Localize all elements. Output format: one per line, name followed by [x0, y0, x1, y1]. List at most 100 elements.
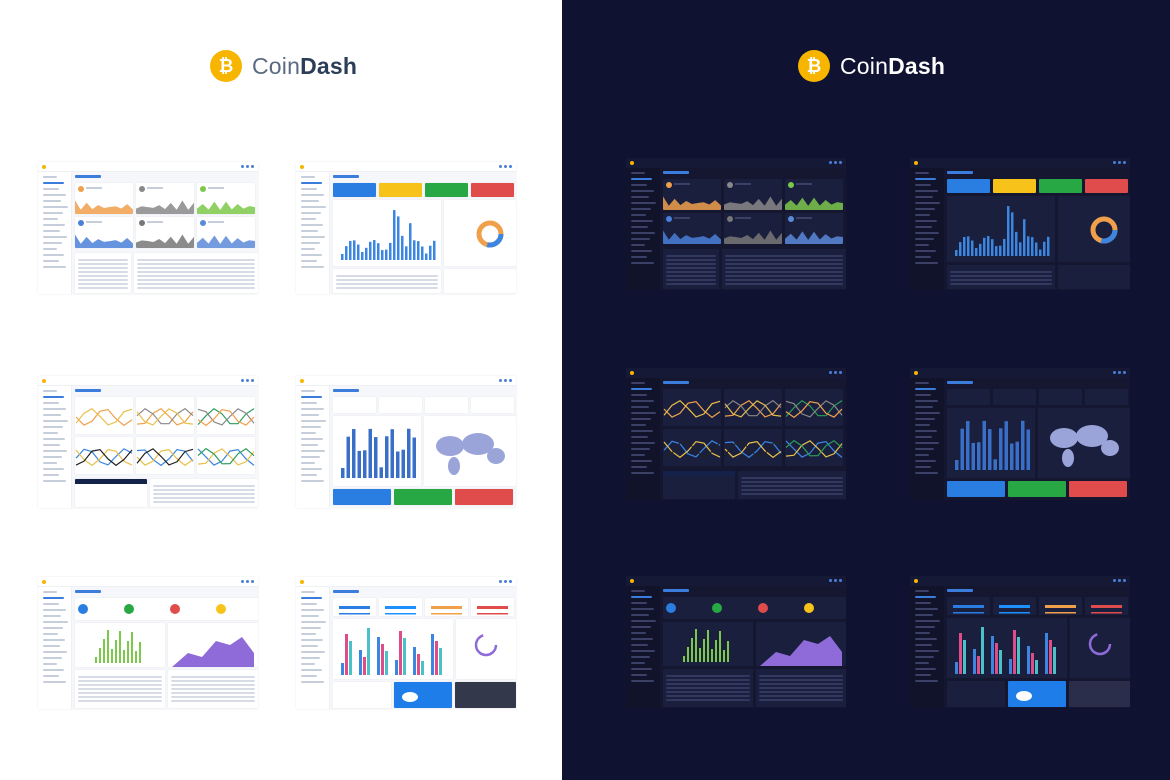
map-dashboard-thumbnail[interactable]	[910, 368, 1130, 500]
table-row	[137, 283, 255, 285]
table-row	[950, 275, 1052, 277]
crypto-market-dashboard-thumbnail[interactable]	[38, 162, 258, 294]
table-row	[336, 283, 438, 285]
page-title	[75, 590, 101, 593]
logo-icon	[300, 580, 304, 584]
stat-card	[947, 597, 990, 615]
stat-card	[993, 389, 1036, 405]
production-card	[1058, 196, 1130, 262]
table-row	[741, 481, 843, 483]
table-row	[137, 259, 255, 261]
coin-chart-card	[197, 217, 255, 248]
map-dashboard-thumbnail[interactable]	[296, 376, 516, 508]
weather-dashboard-thumbnail[interactable]	[910, 576, 1130, 708]
coin-chart-card	[75, 217, 133, 248]
crypto-market-dashboard-thumbnail[interactable]	[626, 158, 846, 290]
table-row	[137, 271, 255, 273]
sidebar	[38, 172, 72, 294]
stat-card	[1085, 597, 1128, 615]
table-row	[153, 485, 255, 487]
table-row	[78, 271, 128, 273]
table-row	[336, 279, 438, 281]
line-chart-card	[724, 429, 782, 466]
orders-dashboard-thumbnail[interactable]	[38, 577, 258, 709]
trade-history-card	[75, 253, 131, 293]
production-card	[444, 200, 516, 266]
sales-overview-card	[333, 619, 453, 679]
table-row	[759, 699, 843, 701]
line-chart-card	[197, 437, 255, 474]
main-content	[947, 381, 1130, 498]
sales-overview-card	[947, 618, 1067, 678]
table-row	[78, 287, 128, 289]
stat-card	[947, 179, 990, 193]
stats-bar-dashboard-thumbnail[interactable]	[296, 162, 516, 294]
active-orders-card	[134, 253, 258, 293]
toolbar-icons	[829, 371, 842, 374]
table-row	[666, 679, 750, 681]
sidebar	[626, 378, 660, 500]
stat-card	[993, 179, 1036, 193]
recent-orders-card	[947, 265, 1055, 289]
gauge-card	[456, 619, 516, 679]
toolbar-icons	[1113, 161, 1126, 164]
coin-chart-card	[663, 179, 721, 210]
coin-chart-card	[136, 217, 194, 248]
line-chart-card	[75, 437, 133, 474]
table-row	[137, 279, 255, 281]
sidebar	[910, 168, 944, 290]
sidebar	[38, 386, 72, 508]
line-charts-dashboard-thumbnail[interactable]	[626, 368, 846, 500]
table-row	[153, 489, 255, 491]
bar-chart-card	[75, 623, 165, 667]
stat-card	[333, 598, 376, 616]
main-content	[663, 171, 846, 289]
table-row	[78, 263, 128, 265]
trade-history-card	[663, 249, 719, 289]
bar-chart-card	[663, 622, 753, 666]
brand-name-dark: CoinDash	[840, 52, 946, 79]
line-charts-dashboard-thumbnail[interactable]	[38, 376, 258, 508]
page-title	[947, 589, 973, 592]
stat-card	[1039, 179, 1082, 193]
toolbar-icons	[499, 580, 512, 583]
main-content	[333, 175, 516, 293]
table-row	[137, 263, 255, 265]
gauge-card	[1070, 618, 1130, 678]
stat-card	[333, 183, 376, 197]
page-title	[75, 175, 101, 178]
card-header	[663, 471, 735, 476]
table-row	[666, 675, 750, 677]
quote-card	[455, 682, 516, 708]
table-row	[741, 477, 843, 479]
toolbar-icons	[241, 580, 254, 583]
orders-dashboard-thumbnail[interactable]	[626, 576, 846, 708]
table-row	[171, 700, 255, 702]
topbar	[626, 158, 846, 168]
stat-card	[1085, 179, 1128, 193]
topbar	[38, 376, 258, 386]
coin-chart-card	[663, 213, 721, 244]
table-row	[78, 696, 162, 698]
table-row	[78, 688, 162, 690]
table-row	[78, 684, 162, 686]
table-row	[666, 279, 716, 281]
stat-card	[947, 389, 990, 405]
weather-dashboard-thumbnail[interactable]	[296, 577, 516, 709]
quote-card	[1069, 681, 1130, 707]
stat-card	[333, 397, 376, 413]
recent-orders-card	[168, 670, 258, 708]
table-row	[725, 259, 843, 261]
table-row	[171, 684, 255, 686]
stat-card	[471, 397, 514, 413]
topbar	[38, 577, 258, 587]
stat-card	[1039, 389, 1082, 405]
sidebar	[296, 172, 330, 294]
table-row	[78, 680, 162, 682]
sales-chart-card	[947, 196, 1055, 262]
coin-chart-card	[75, 183, 133, 214]
toolbar-icons	[1113, 371, 1126, 374]
table-row	[950, 271, 1052, 273]
table-row	[666, 263, 716, 265]
stats-bar-dashboard-thumbnail[interactable]	[910, 158, 1130, 290]
